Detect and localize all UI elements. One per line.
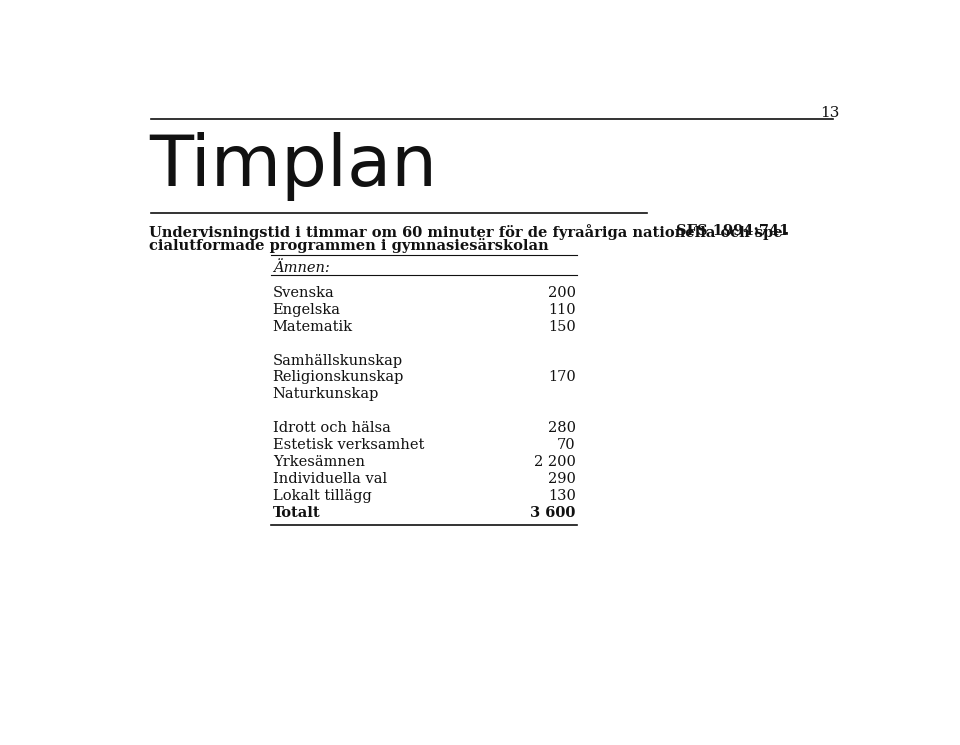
Text: Religionskunskap: Religionskunskap xyxy=(273,370,404,384)
Text: 290: 290 xyxy=(548,472,576,486)
Text: 13: 13 xyxy=(820,107,839,121)
Text: 170: 170 xyxy=(548,370,576,384)
Text: 2 200: 2 200 xyxy=(534,455,576,469)
Text: Idrott och hälsa: Idrott och hälsa xyxy=(273,421,391,435)
Text: Ämnen:: Ämnen: xyxy=(273,261,329,275)
Text: Lokalt tillägg: Lokalt tillägg xyxy=(273,489,372,503)
Text: Timplan: Timplan xyxy=(150,132,438,200)
Text: 110: 110 xyxy=(548,302,576,317)
Text: Yrkesämnen: Yrkesämnen xyxy=(273,455,365,469)
Text: Totalt: Totalt xyxy=(273,506,321,520)
Text: Individuella val: Individuella val xyxy=(273,472,387,486)
Text: SFS 1994:741: SFS 1994:741 xyxy=(677,224,790,238)
Text: Matematik: Matematik xyxy=(273,320,353,334)
Text: cialutformade programmen i gymnasiesärskolan: cialutformade programmen i gymnasiesärsk… xyxy=(150,238,549,253)
Text: 130: 130 xyxy=(548,489,576,503)
Text: Estetisk verksamhet: Estetisk verksamhet xyxy=(273,438,424,452)
Text: Svenska: Svenska xyxy=(273,286,334,299)
Text: Undervisningstid i timmar om 60 minuter för de fyraåriga nationella och spe-: Undervisningstid i timmar om 60 minuter … xyxy=(150,224,789,240)
Text: Samhällskunskap: Samhällskunskap xyxy=(273,354,403,367)
Text: 200: 200 xyxy=(548,286,576,299)
Text: 150: 150 xyxy=(548,320,576,334)
Text: 280: 280 xyxy=(548,421,576,435)
Text: 70: 70 xyxy=(557,438,576,452)
Text: 3 600: 3 600 xyxy=(530,506,576,520)
Text: Engelska: Engelska xyxy=(273,302,341,317)
Text: Naturkunskap: Naturkunskap xyxy=(273,387,379,402)
